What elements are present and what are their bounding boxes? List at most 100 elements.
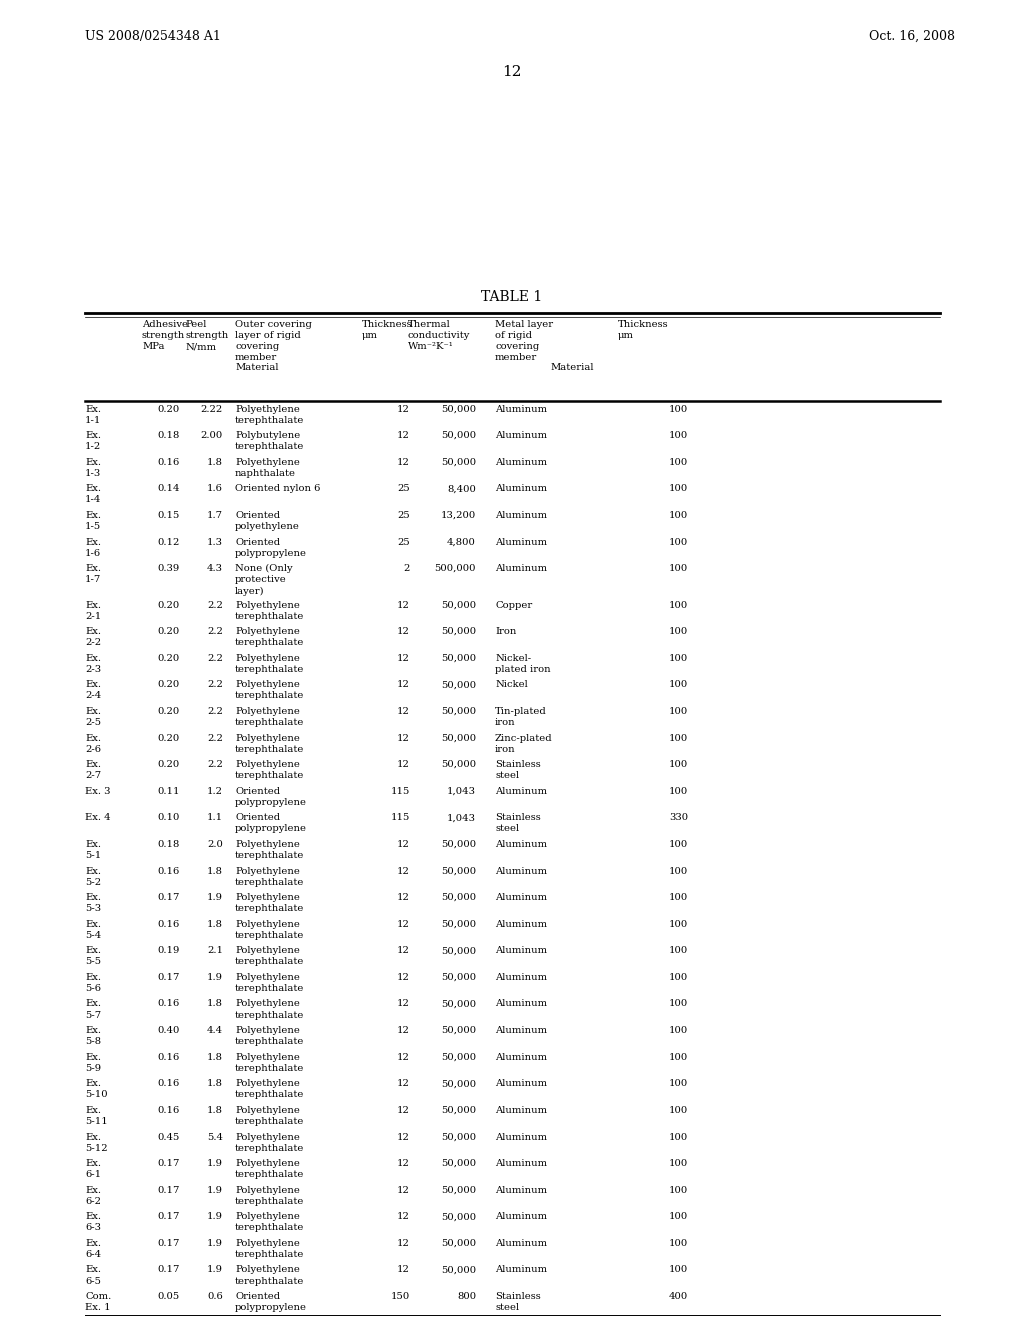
- Text: 0.20: 0.20: [158, 627, 180, 636]
- Text: 5.4: 5.4: [207, 1133, 223, 1142]
- Text: 8,400: 8,400: [447, 484, 476, 494]
- Text: 50,000: 50,000: [441, 1239, 476, 1247]
- Text: Ex.
6-1: Ex. 6-1: [85, 1159, 101, 1179]
- Text: 50,000: 50,000: [441, 1133, 476, 1142]
- Text: Ex.
2-6: Ex. 2-6: [85, 734, 101, 754]
- Text: 1.9: 1.9: [207, 1212, 223, 1221]
- Text: 0.39: 0.39: [158, 564, 180, 573]
- Text: 0.16: 0.16: [158, 1053, 180, 1061]
- Text: 12: 12: [397, 404, 410, 413]
- Text: Material: Material: [234, 363, 279, 372]
- Text: 115: 115: [390, 787, 410, 796]
- Text: 100: 100: [669, 999, 688, 1008]
- Text: Thickness
μm: Thickness μm: [618, 319, 669, 341]
- Text: 2.2: 2.2: [207, 627, 223, 636]
- Text: 0.20: 0.20: [158, 680, 180, 689]
- Text: Aluminum: Aluminum: [495, 564, 547, 573]
- Text: 12: 12: [397, 946, 410, 956]
- Text: 100: 100: [669, 404, 688, 413]
- Text: Zinc-plated
iron: Zinc-plated iron: [495, 734, 553, 754]
- Text: 1.8: 1.8: [207, 1080, 223, 1088]
- Text: 12: 12: [397, 1133, 410, 1142]
- Text: Polyethylene
terephthalate: Polyethylene terephthalate: [234, 601, 304, 620]
- Text: 0.6: 0.6: [207, 1292, 223, 1302]
- Text: Nickel: Nickel: [495, 680, 527, 689]
- Text: Ex.
5-6: Ex. 5-6: [85, 973, 101, 993]
- Text: 0.20: 0.20: [158, 760, 180, 770]
- Text: Aluminum: Aluminum: [495, 840, 547, 849]
- Text: Oriented
polypropylene: Oriented polypropylene: [234, 1292, 307, 1312]
- Text: Polyethylene
terephthalate: Polyethylene terephthalate: [234, 946, 304, 966]
- Text: Ex.
6-4: Ex. 6-4: [85, 1239, 101, 1259]
- Text: 1.8: 1.8: [207, 999, 223, 1008]
- Text: Aluminum: Aluminum: [495, 458, 547, 467]
- Text: 0.11: 0.11: [158, 787, 180, 796]
- Text: Com.
Ex. 1: Com. Ex. 1: [85, 1292, 112, 1312]
- Text: 50,000: 50,000: [441, 1053, 476, 1061]
- Text: 50,000: 50,000: [441, 840, 476, 849]
- Text: 50,000: 50,000: [441, 680, 476, 689]
- Text: 100: 100: [669, 1106, 688, 1115]
- Text: 1.9: 1.9: [207, 1159, 223, 1168]
- Text: 0.19: 0.19: [158, 946, 180, 956]
- Text: Ex.
1-4: Ex. 1-4: [85, 484, 101, 504]
- Text: Polyethylene
terephthalate: Polyethylene terephthalate: [234, 1026, 304, 1047]
- Text: 100: 100: [669, 1080, 688, 1088]
- Text: Ex.
5-4: Ex. 5-4: [85, 920, 101, 940]
- Text: Ex. 3: Ex. 3: [85, 787, 111, 796]
- Text: 50,000: 50,000: [441, 1026, 476, 1035]
- Text: Aluminum: Aluminum: [495, 1133, 547, 1142]
- Text: None (Only
protective
layer): None (Only protective layer): [234, 564, 293, 595]
- Text: 12: 12: [397, 627, 410, 636]
- Text: 12: 12: [397, 1239, 410, 1247]
- Text: 1.9: 1.9: [207, 973, 223, 982]
- Text: 0.17: 0.17: [158, 1239, 180, 1247]
- Text: 2.1: 2.1: [207, 946, 223, 956]
- Text: 0.17: 0.17: [158, 894, 180, 902]
- Text: 50,000: 50,000: [441, 946, 476, 956]
- Text: Metal layer
of rigid
covering
member: Metal layer of rigid covering member: [495, 319, 553, 362]
- Text: 100: 100: [669, 787, 688, 796]
- Text: Oct. 16, 2008: Oct. 16, 2008: [869, 30, 955, 44]
- Text: Copper: Copper: [495, 601, 532, 610]
- Text: Aluminum: Aluminum: [495, 866, 547, 875]
- Text: 1.9: 1.9: [207, 894, 223, 902]
- Text: Polyethylene
naphthalate: Polyethylene naphthalate: [234, 458, 300, 478]
- Text: Polyethylene
terephthalate: Polyethylene terephthalate: [234, 973, 304, 993]
- Text: 50,000: 50,000: [441, 920, 476, 929]
- Text: 1,043: 1,043: [447, 787, 476, 796]
- Text: Aluminum: Aluminum: [495, 404, 547, 413]
- Text: Stainless
steel: Stainless steel: [495, 760, 541, 780]
- Text: 12: 12: [397, 866, 410, 875]
- Text: Iron: Iron: [495, 627, 516, 636]
- Text: 0.16: 0.16: [158, 999, 180, 1008]
- Text: 100: 100: [669, 1159, 688, 1168]
- Text: Aluminum: Aluminum: [495, 537, 547, 546]
- Text: 2.2: 2.2: [207, 653, 223, 663]
- Text: Peel
strength
N/mm: Peel strength N/mm: [185, 319, 228, 351]
- Text: Oriented nylon 6: Oriented nylon 6: [234, 484, 321, 494]
- Text: 12: 12: [397, 1266, 410, 1275]
- Text: 0.20: 0.20: [158, 708, 180, 715]
- Text: 50,000: 50,000: [441, 1266, 476, 1275]
- Text: Ex.
5-11: Ex. 5-11: [85, 1106, 108, 1126]
- Text: 100: 100: [669, 840, 688, 849]
- Text: 100: 100: [669, 1026, 688, 1035]
- Text: TABLE 1: TABLE 1: [481, 290, 543, 304]
- Text: Outer covering
layer of rigid
covering
member: Outer covering layer of rigid covering m…: [234, 319, 312, 362]
- Text: Aluminum: Aluminum: [495, 432, 547, 440]
- Text: Polyethylene
terephthalate: Polyethylene terephthalate: [234, 1106, 304, 1126]
- Text: Oriented
polypropylene: Oriented polypropylene: [234, 787, 307, 807]
- Text: 2.2: 2.2: [207, 680, 223, 689]
- Text: 1.6: 1.6: [207, 484, 223, 494]
- Text: Aluminum: Aluminum: [495, 946, 547, 956]
- Text: 50,000: 50,000: [441, 601, 476, 610]
- Text: 100: 100: [669, 1053, 688, 1061]
- Text: Ex.
2-1: Ex. 2-1: [85, 601, 101, 620]
- Text: 0.16: 0.16: [158, 1106, 180, 1115]
- Text: 50,000: 50,000: [441, 458, 476, 467]
- Text: Aluminum: Aluminum: [495, 787, 547, 796]
- Text: Ex.
5-2: Ex. 5-2: [85, 866, 101, 887]
- Text: 100: 100: [669, 1185, 688, 1195]
- Text: 2.2: 2.2: [207, 760, 223, 770]
